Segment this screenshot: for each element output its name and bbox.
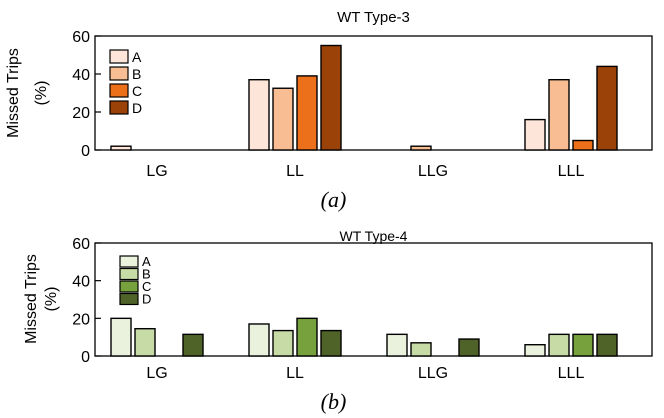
bar-lg-a: [110, 317, 132, 357]
legend-label-d: D: [132, 100, 142, 116]
legend-label-d: D: [142, 292, 151, 307]
bar-ll-a: [248, 78, 270, 151]
legend-label-c: C: [132, 83, 142, 99]
figure-caption: (a): [321, 187, 347, 212]
bar-ll-c: [296, 317, 318, 357]
y-axis-label-line-1: Missed Trips: [23, 254, 40, 344]
legend-swatch-b: [119, 267, 139, 281]
bar-lg-a: [110, 145, 132, 151]
legend-swatch-a: [109, 49, 129, 64]
bar-llg-b: [410, 145, 432, 151]
y-tick-label: 40: [72, 274, 90, 291]
bar-lll-b: [548, 333, 570, 357]
y-axis-label-line-2: (%): [43, 287, 60, 312]
bar-ll-b: [272, 87, 294, 151]
y-tick-label: 0: [81, 349, 90, 366]
plot-frame: [94, 35, 653, 151]
legend-label-c: C: [142, 279, 151, 294]
bar-ll-a: [248, 323, 270, 357]
bar-lll-b: [548, 78, 570, 151]
bar-llg-d: [458, 338, 480, 357]
x-tick-label: LG: [146, 365, 167, 382]
legend-swatch-d: [109, 100, 129, 115]
bar-lll-a: [524, 344, 546, 357]
x-tick-label: LLG: [418, 365, 448, 382]
x-tick-label: LL: [286, 365, 304, 382]
legend-swatch-d: [119, 292, 139, 306]
bar-lll-a: [524, 118, 546, 151]
y-tick-label: 60: [72, 236, 90, 253]
chart-title: WT Type-3: [337, 9, 410, 26]
y-tick-label: 60: [72, 29, 90, 46]
legend-swatch-b: [109, 66, 129, 81]
bar-llg-a: [386, 333, 408, 357]
chart-1: WT Type-3 0 20 40 60 Missed Trips (%) LG LL LLG LL…: [5, 9, 653, 212]
y-tick-label: 40: [72, 67, 90, 84]
x-tick-label: LLL: [558, 365, 585, 382]
legend-label-a: A: [132, 49, 142, 65]
bar-ll-d: [320, 329, 342, 357]
legend-label-a: A: [142, 254, 151, 269]
bar-ll-b: [272, 329, 294, 357]
y-tick-label: 20: [72, 105, 90, 122]
x-tick-label: LLL: [558, 163, 585, 180]
legend-label-b: B: [142, 267, 151, 282]
legend-swatch-c: [109, 83, 129, 98]
bar-lll-c: [572, 139, 594, 151]
x-tick-label: LLG: [418, 163, 448, 180]
y-axis-label-line-1: Missed Trips: [5, 48, 22, 138]
figure-caption: (b): [321, 389, 347, 414]
bar-lg-b: [134, 327, 156, 357]
bar-lll-c: [572, 333, 594, 357]
legend-swatch-c: [119, 280, 139, 293]
y-tick-label: 20: [72, 311, 90, 328]
y-tick-label: 0: [81, 143, 90, 160]
x-tick-label: LG: [146, 163, 167, 180]
bar-ll-c: [296, 75, 318, 151]
chart-2: WT Type-4 0 20 40 60 Missed Trips (%) LG LL LLG LL…: [23, 228, 653, 414]
bar-ll-d: [320, 44, 342, 151]
chart-title: WT Type-4: [340, 228, 408, 244]
bar-lg-d: [182, 333, 204, 357]
y-axis-label-line-2: (%): [33, 81, 50, 106]
bar-lll-d: [596, 65, 618, 151]
plot-frame: [94, 242, 653, 357]
bar-llg-b: [410, 342, 432, 357]
x-tick-label: LL: [286, 163, 304, 180]
legend-label-b: B: [132, 66, 141, 82]
bar-lll-d: [596, 333, 618, 357]
legend-swatch-a: [119, 255, 139, 268]
